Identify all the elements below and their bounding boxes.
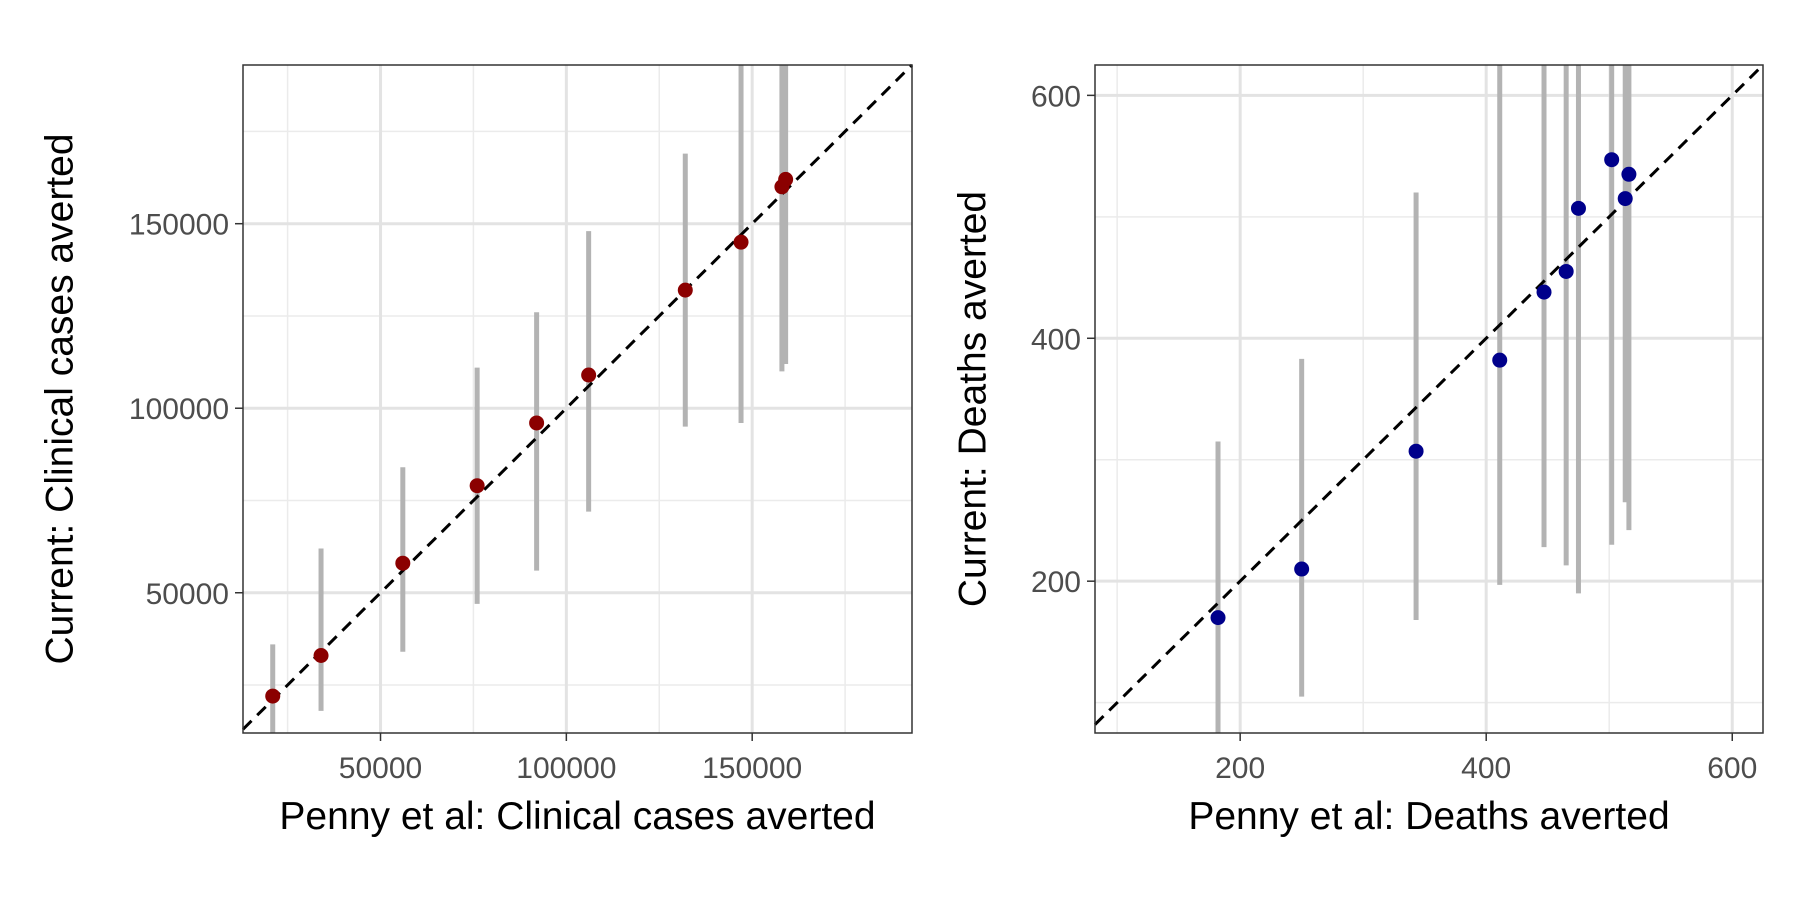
- right-chart-point: [1492, 352, 1508, 368]
- right-chart-y-axis-label: Current: Deaths averted: [951, 191, 994, 607]
- left-chart-panel: 50000 100000 150000 50000 100000 150000 Penny…: [38, 63, 914, 838]
- left-chart-x-axis-label: Penny et al: Clinical cases averted: [279, 795, 875, 838]
- left-chart-x-tick-label: 50000: [339, 752, 422, 785]
- left-chart-y-axis-label: Current: Clinical cases averted: [38, 133, 81, 664]
- left-chart-ticks: 50000 100000 150000 50000 100000 150000: [129, 209, 802, 785]
- right-chart-points: [1210, 152, 1637, 626]
- right-chart-point: [1294, 561, 1310, 577]
- left-chart-point: [265, 688, 281, 704]
- right-chart-point: [1210, 610, 1226, 626]
- right-chart-point: [1570, 200, 1586, 216]
- left-chart-point: [313, 647, 329, 663]
- left-chart-y-tick-label: 50000: [146, 578, 229, 611]
- left-chart-point: [581, 367, 597, 383]
- right-chart-x-tick-label: 200: [1215, 752, 1265, 785]
- left-chart-gridlines: [243, 65, 912, 733]
- right-chart-point: [1604, 152, 1620, 168]
- left-chart-point: [529, 415, 545, 431]
- right-chart-point: [1621, 166, 1637, 182]
- left-chart-point: [395, 555, 411, 571]
- right-chart-point: [1558, 263, 1574, 279]
- right-chart-gridlines: [1095, 65, 1763, 733]
- right-chart-y-tick-label: 400: [1031, 323, 1081, 356]
- right-chart-point: [1617, 191, 1633, 207]
- right-chart-panel-border: [1094, 64, 1764, 734]
- right-chart-x-tick-label: 400: [1461, 752, 1511, 785]
- right-chart-reference-line: [1093, 63, 1765, 726]
- left-chart-points: [265, 171, 794, 704]
- left-chart-point: [469, 478, 485, 494]
- left-chart-x-tick-label: 100000: [516, 752, 616, 785]
- right-chart-point: [1408, 443, 1424, 459]
- left-chart-y-tick-label: 150000: [129, 209, 229, 242]
- left-chart-point: [778, 171, 794, 187]
- right-chart-ticks: 200 400 600 200 400 600: [1031, 80, 1757, 785]
- right-chart-x-axis-label: Penny et al: Deaths averted: [1188, 795, 1669, 838]
- left-chart-point: [733, 234, 749, 250]
- left-chart-point: [677, 282, 693, 298]
- right-chart-x-tick-label: 600: [1707, 752, 1757, 785]
- left-chart-y-tick-label: 100000: [129, 393, 229, 426]
- right-chart-panel: 200 400 600 200 400 600 Penny et al: Deaths a…: [951, 63, 1765, 838]
- right-chart-point: [1536, 284, 1552, 300]
- left-chart-reference-line: [241, 63, 914, 731]
- right-chart-y-tick-label: 200: [1031, 566, 1081, 599]
- left-chart-panel-border: [242, 64, 913, 734]
- left-chart-x-tick-label: 150000: [702, 752, 802, 785]
- right-chart-y-tick-label: 600: [1031, 80, 1081, 113]
